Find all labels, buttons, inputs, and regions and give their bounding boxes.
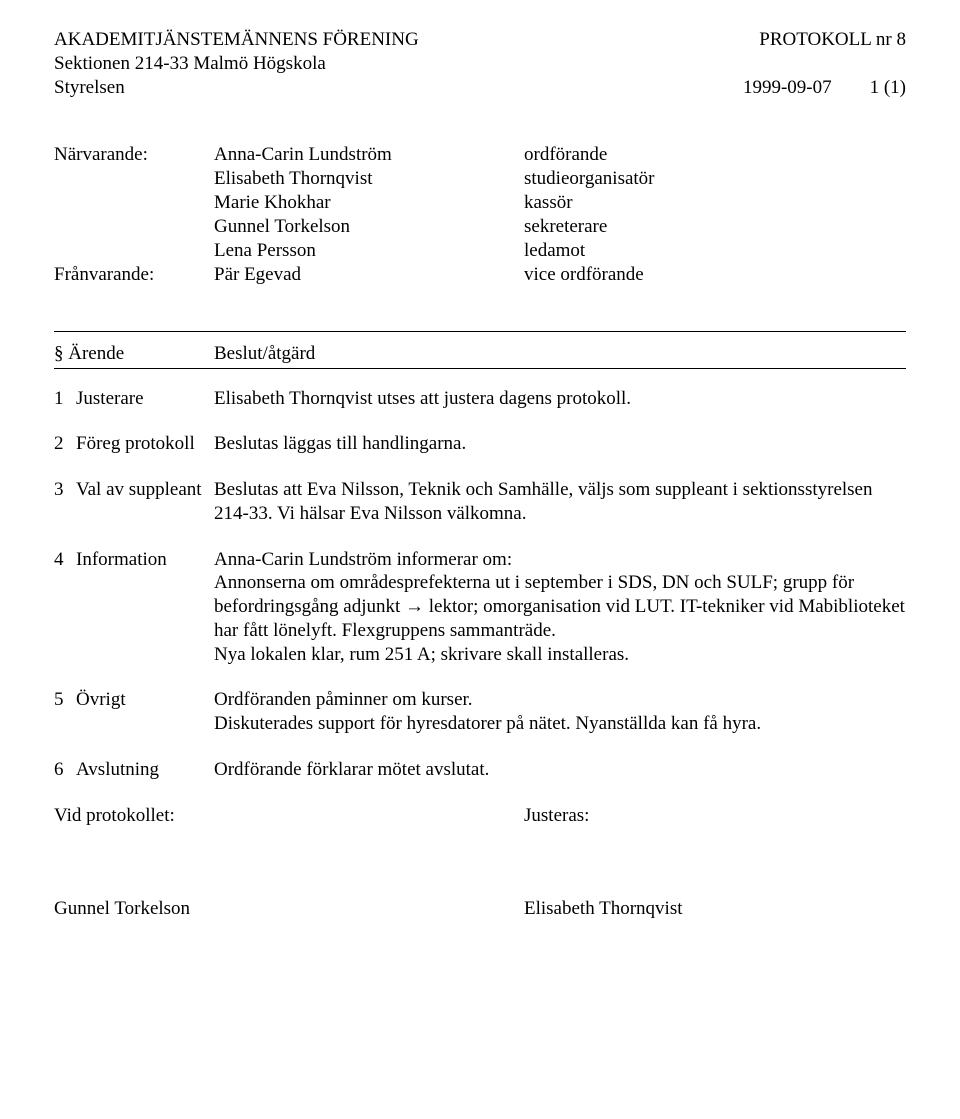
- agenda-item: 5 Övrigt Ordföranden påminner om kurser.…: [54, 688, 906, 736]
- attendee-name: Marie Khokhar: [214, 191, 524, 215]
- divider-top: [54, 331, 906, 332]
- column-header-arende: § Ärende: [54, 342, 214, 366]
- present-label: Närvarande:: [54, 143, 214, 167]
- page-count: 1 (1): [870, 76, 906, 100]
- column-header-beslut: Beslut/åtgärd: [214, 342, 315, 366]
- protokoll-by-label: Vid protokollet:: [54, 804, 524, 828]
- item-label: Information: [76, 548, 167, 667]
- footer-labels: Vid protokollet: Justeras:: [54, 804, 906, 828]
- item-label: Val av suppleant: [76, 478, 202, 526]
- item-label: Avslutning: [76, 758, 159, 782]
- divider-bottom: [54, 368, 906, 369]
- attendee-name: Gunnel Torkelson: [214, 215, 524, 239]
- page: AKADEMITJÄNSTEMÄNNENS FÖRENING PROTOKOLL…: [0, 0, 960, 1119]
- justeras-label: Justeras:: [524, 804, 589, 828]
- item-number: 4: [54, 548, 72, 667]
- item-text: Elisabeth Thornqvist utses att justera d…: [214, 387, 906, 411]
- item-label: Justerare: [76, 387, 144, 411]
- org-name-line1: AKADEMITJÄNSTEMÄNNENS FÖRENING: [54, 28, 419, 52]
- header-row-1: AKADEMITJÄNSTEMÄNNENS FÖRENING PROTOKOLL…: [54, 28, 906, 52]
- meeting-date: 1999-09-07: [743, 76, 832, 100]
- item-label: Övrigt: [76, 688, 126, 736]
- signer-right: Elisabeth Thornqvist: [524, 897, 683, 921]
- agenda-item: 2 Föreg protokoll Beslutas läggas till h…: [54, 432, 906, 456]
- attendees-block: Närvarande: Frånvarande: Anna-Carin Lund…: [54, 143, 906, 287]
- attendee-role: ordförande: [524, 143, 906, 167]
- item-number: 5: [54, 688, 72, 736]
- item-text: Annonserna om områdesprefekterna ut i se…: [214, 571, 906, 642]
- signer-left: Gunnel Torkelson: [54, 897, 524, 921]
- board-label: Styrelsen: [54, 76, 125, 100]
- item-label: Föreg protokoll: [76, 432, 195, 456]
- item-text: Nya lokalen klar, rum 251 A; skrivare sk…: [214, 643, 906, 667]
- absent-label: Frånvarande:: [54, 263, 214, 287]
- attendee-name: Anna-Carin Lundström: [214, 143, 524, 167]
- item-number: 1: [54, 387, 72, 411]
- item-number: 2: [54, 432, 72, 456]
- agenda-items: 1 Justerare Elisabeth Thornqvist utses a…: [54, 387, 906, 782]
- header-row-3: Styrelsen 1999-09-07 1 (1): [54, 76, 906, 100]
- attendee-role: sekreterare: [524, 215, 906, 239]
- item-text: Ordföranden påminner om kurser.: [214, 688, 906, 712]
- item-text: Ordförande förklarar mötet avslutat.: [214, 758, 906, 782]
- attendee-name: Elisabeth Thornqvist: [214, 167, 524, 191]
- agenda-item: 6 Avslutning Ordförande förklarar mötet …: [54, 758, 906, 782]
- attendee-name: Pär Egevad: [214, 263, 524, 287]
- signers: Gunnel Torkelson Elisabeth Thornqvist: [54, 897, 906, 921]
- agenda-item: 3 Val av suppleant Beslutas att Eva Nils…: [54, 478, 906, 526]
- item-text: Beslutas att Eva Nilsson, Teknik och Sam…: [214, 478, 906, 526]
- item-number: 3: [54, 478, 72, 526]
- agenda-item: 4 Information Anna-Carin Lundström infor…: [54, 548, 906, 667]
- agenda-item: 1 Justerare Elisabeth Thornqvist utses a…: [54, 387, 906, 411]
- protokoll-label: PROTOKOLL nr 8: [759, 28, 906, 52]
- attendee-role: kassör: [524, 191, 906, 215]
- item-text: Beslutas läggas till handlingarna.: [214, 432, 906, 456]
- attendee-role: ledamot: [524, 239, 906, 263]
- attendee-role: studieorganisatör: [524, 167, 906, 191]
- item-text: Anna-Carin Lundström informerar om:: [214, 548, 906, 572]
- section-header: § Ärende Beslut/åtgärd: [54, 342, 906, 366]
- item-number: 6: [54, 758, 72, 782]
- attendee-name: Lena Persson: [214, 239, 524, 263]
- org-name-line2: Sektionen 214-33 Malmö Högskola: [54, 52, 906, 76]
- item-text: Diskuterades support för hyresdatorer på…: [214, 712, 906, 736]
- attendee-role: vice ordförande: [524, 263, 906, 287]
